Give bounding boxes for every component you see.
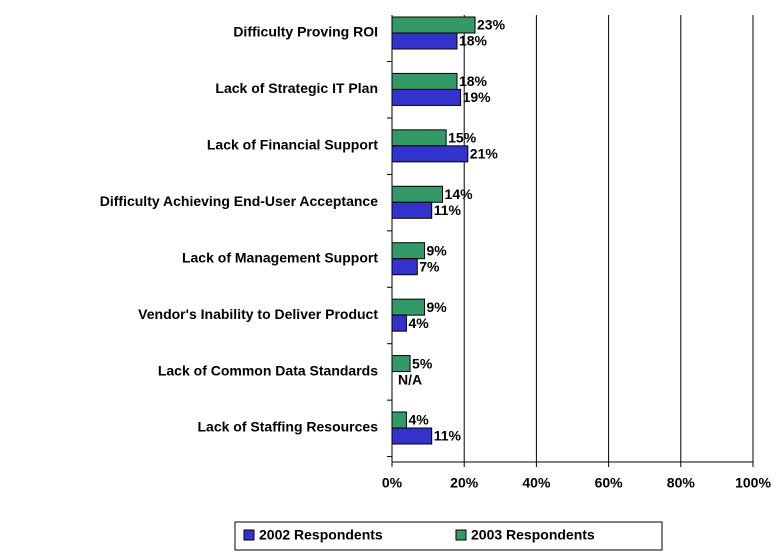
legend-label: 2002 Respondents [259, 527, 383, 543]
category-label: Difficulty Proving ROI [233, 24, 378, 40]
data-label: 14% [445, 186, 474, 202]
bar [391, 88, 462, 106]
category-label: Lack of Strategic IT Plan [215, 80, 378, 96]
category-label: Lack of Management Support [182, 249, 378, 265]
x-tick-label: 60% [595, 475, 624, 491]
data-label: 23% [477, 17, 506, 33]
data-label: N/A [398, 371, 422, 387]
data-label: 18% [459, 33, 488, 49]
bar [391, 427, 433, 445]
bar [391, 145, 469, 163]
bar [391, 185, 444, 203]
category-label: Lack of Common Data Standards [158, 362, 378, 378]
data-label: 11% [434, 428, 462, 444]
data-label: 15% [448, 130, 477, 146]
data-label: 4% [408, 412, 429, 428]
data-label: 19% [463, 89, 492, 105]
bar [391, 201, 433, 219]
category-label: Lack of Financial Support [207, 137, 378, 153]
data-label: 5% [412, 355, 433, 371]
bar [391, 72, 458, 90]
category-label: Difficulty Achieving End-User Acceptance [100, 193, 378, 209]
data-label: 18% [459, 73, 488, 89]
data-label: 7% [419, 258, 440, 274]
bar [391, 258, 418, 276]
bar [391, 298, 425, 316]
data-label: 9% [426, 242, 447, 258]
bar [391, 129, 447, 147]
data-label: 21% [470, 146, 499, 162]
x-tick-label: 20% [450, 475, 479, 491]
bar [391, 16, 476, 34]
data-label: 11% [434, 202, 462, 218]
legend-swatch [455, 529, 467, 541]
bar [391, 411, 407, 429]
x-tick-label: 40% [522, 475, 551, 491]
category-label: Lack of Staffing Resources [198, 419, 379, 435]
bar [391, 242, 425, 260]
x-tick-label: 0% [382, 475, 403, 491]
data-label: 4% [408, 315, 429, 331]
bar [391, 355, 411, 373]
data-label: 9% [426, 299, 447, 315]
category-label: Vendor's Inability to Deliver Product [138, 306, 378, 322]
legend-label: 2003 Respondents [471, 527, 595, 543]
x-tick-label: 100% [735, 475, 771, 491]
bar [391, 32, 458, 50]
x-tick-label: 80% [667, 475, 696, 491]
legend-box [234, 521, 663, 551]
legend-swatch [243, 529, 255, 541]
bar [391, 314, 407, 332]
